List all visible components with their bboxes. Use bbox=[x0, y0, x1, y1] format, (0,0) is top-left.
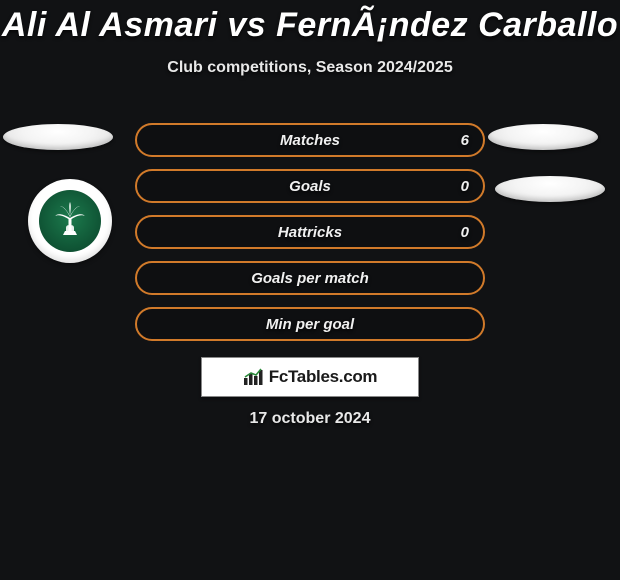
bar-chart-icon bbox=[243, 368, 265, 386]
stat-row-min-per-goal: Min per goal bbox=[135, 307, 485, 341]
stat-row-hattricks: Hattricks 0 bbox=[135, 215, 485, 249]
brand-box[interactable]: FcTables.com bbox=[201, 357, 419, 397]
stat-label: Hattricks bbox=[278, 224, 342, 241]
club-badge-left bbox=[28, 179, 112, 263]
palm-crest-icon bbox=[49, 200, 91, 242]
stat-label: Matches bbox=[280, 132, 340, 149]
stat-label: Goals per match bbox=[251, 270, 369, 287]
subtitle: Club competitions, Season 2024/2025 bbox=[0, 59, 620, 77]
stats-container: Matches 6 Goals 0 Hattricks 0 Goals per … bbox=[135, 123, 485, 341]
stat-row-matches: Matches 6 bbox=[135, 123, 485, 157]
stat-label: Min per goal bbox=[266, 316, 354, 333]
stat-row-goals-per-match: Goals per match bbox=[135, 261, 485, 295]
right-pill-top bbox=[488, 124, 598, 150]
footer-date: 17 october 2024 bbox=[0, 410, 620, 428]
stat-row-goals: Goals 0 bbox=[135, 169, 485, 203]
page-title: Ali Al Asmari vs FernÃ¡ndez Carballo bbox=[0, 0, 620, 45]
right-pill-bottom bbox=[495, 176, 605, 202]
stat-right-value: 0 bbox=[461, 224, 469, 241]
stat-label: Goals bbox=[289, 178, 331, 195]
club-crest bbox=[39, 190, 101, 252]
brand-text: FcTables.com bbox=[269, 367, 378, 387]
stat-right-value: 6 bbox=[461, 132, 469, 149]
left-pill bbox=[3, 124, 113, 150]
stat-right-value: 0 bbox=[461, 178, 469, 195]
